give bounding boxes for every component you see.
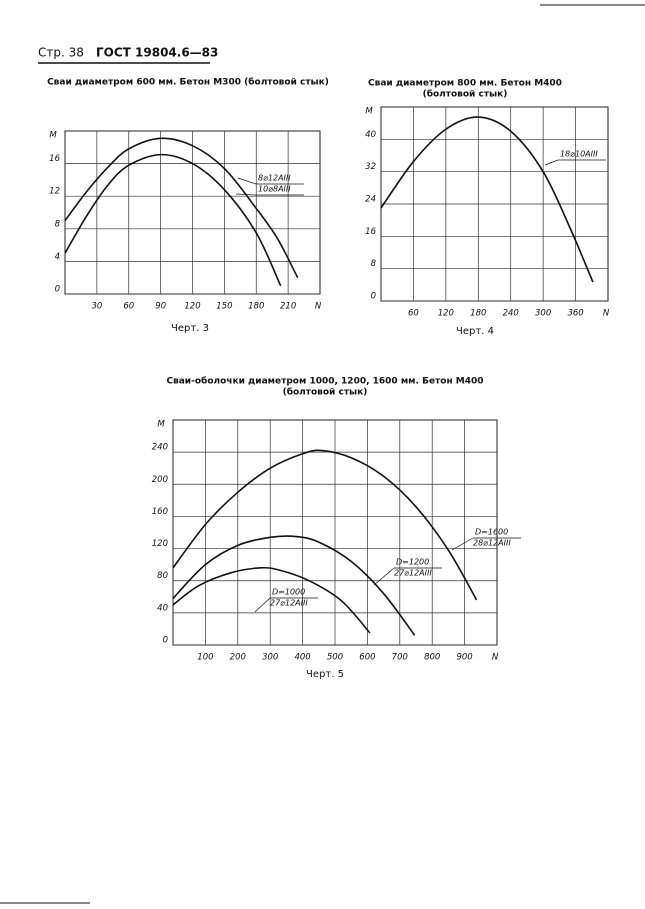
x-tick-label: 300	[262, 653, 278, 663]
x-tick-label: 210	[280, 302, 296, 312]
series-label: D=1200	[396, 558, 429, 567]
y-tick-label: 32	[365, 162, 376, 172]
x-tick-label: 360	[567, 309, 583, 319]
x-tick-label: 300	[535, 309, 551, 319]
label-leader	[544, 159, 559, 166]
y-tick-label: 16	[49, 154, 60, 164]
series-label: D=1600	[475, 528, 508, 537]
y-axis-label: M	[157, 420, 165, 430]
chart-title: Сваи-оболочки диаметром 1000, 1200, 1600…	[166, 376, 483, 387]
x-tick-label: 240	[503, 309, 519, 319]
x-tick-label: 60	[408, 309, 419, 319]
caption: Черт. 5	[306, 669, 344, 680]
curve	[64, 153, 282, 287]
y-tick-label: 40	[157, 603, 168, 613]
y-tick-label: 40	[365, 130, 376, 140]
y-tick-label: 200	[152, 475, 168, 485]
series-reinforcement: 28⌀12АIII	[473, 539, 511, 548]
label-leader	[237, 177, 257, 185]
page-number: Стр. 38	[38, 46, 84, 60]
x-tick-label: 100	[197, 653, 213, 663]
chart-title: Сваи диаметром 600 мм. Бетон М300 (болто…	[47, 77, 329, 88]
y-tick-label: 24	[365, 195, 376, 205]
chart-subtitle: (болтовой стык)	[423, 89, 508, 100]
label-leader	[235, 193, 257, 196]
caption: Черт. 3	[171, 323, 209, 334]
y-tick-label: 240	[152, 443, 168, 453]
series-label: D=1000	[272, 588, 305, 597]
x-axis-label: N	[492, 653, 499, 663]
y-tick-label: 120	[152, 539, 168, 549]
y-tick-label: 0	[55, 285, 60, 295]
series-reinforcement: 27⌀12АIII	[270, 599, 308, 608]
y-tick-label: 8	[55, 219, 61, 229]
y-tick-label: 8	[371, 259, 377, 269]
series-label: 10⌀8АIII	[258, 185, 291, 194]
x-tick-label: 30	[91, 302, 102, 312]
standard: ГОСТ 19804.6—83	[96, 46, 218, 60]
series-label: 18⌀10АIII	[560, 150, 598, 159]
curve	[172, 566, 371, 634]
x-tick-label: 60	[123, 302, 134, 312]
caption: Черт. 4	[456, 326, 494, 337]
chart-subtitle: (болтовой стык)	[283, 387, 368, 398]
x-tick-label: 900	[456, 653, 472, 663]
label-leader	[254, 597, 271, 613]
x-tick-label: 150	[216, 302, 232, 312]
x-tick-label: 500	[327, 653, 343, 663]
label-leader	[373, 567, 395, 586]
y-tick-label: 4	[55, 252, 60, 262]
x-tick-label: 700	[392, 653, 408, 663]
curve	[172, 449, 478, 601]
y-tick-label: 0	[371, 292, 376, 302]
y-tick-label: 16	[365, 227, 376, 237]
label-leader	[451, 537, 474, 551]
x-tick-label: 800	[424, 653, 440, 663]
curve	[380, 116, 594, 283]
chart-title: Сваи диаметром 800 мм. Бетон М400	[368, 79, 562, 89]
y-axis-label: M	[365, 107, 373, 117]
y-tick-label: 80	[157, 571, 168, 581]
series-reinforcement: 27⌀12АIII	[394, 569, 432, 578]
y-axis-label: M	[49, 131, 57, 141]
y-tick-label: 0	[163, 636, 168, 646]
x-tick-label: 200	[230, 653, 246, 663]
curve	[172, 535, 416, 636]
x-tick-label: 180	[470, 309, 486, 319]
y-tick-label: 160	[152, 507, 168, 517]
x-axis-label: N	[603, 309, 610, 319]
x-tick-label: 600	[359, 653, 375, 663]
curve	[64, 137, 299, 279]
x-tick-label: 90	[155, 302, 166, 312]
x-tick-label: 120	[438, 309, 454, 319]
x-tick-label: 400	[294, 653, 310, 663]
x-axis-label: N	[315, 302, 322, 312]
series-label: 8⌀12АIII	[258, 174, 291, 183]
y-tick-label: 12	[49, 187, 60, 197]
x-tick-label: 180	[248, 302, 264, 312]
x-tick-label: 120	[184, 302, 200, 312]
